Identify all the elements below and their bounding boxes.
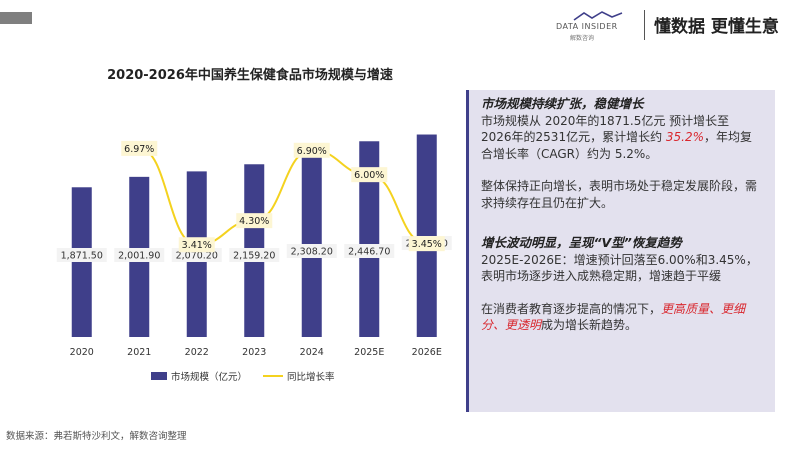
- market-size-chart: 2020-2026年中国养生保健食品市场规模与增速 1,871.50 2,001.…: [56, 67, 452, 383]
- bar-label-bg-2020: [56, 248, 107, 262]
- legend-line-label: 同比增长率: [287, 371, 335, 383]
- insight-heading-2: 增长波动明显，呈现“V型”恢复趋势: [481, 235, 682, 250]
- growth-label-2025E: 6.00%: [354, 170, 384, 181]
- growth-label-bg-2023: [236, 213, 273, 229]
- insight-paragraph-2: 整体保持正向增长，表明市场处于稳定发展阶段，需求持续存在且仍在扩大。: [481, 179, 758, 210]
- data-source-note: 数据来源：弗若斯特沙利文，解数咨询整理: [6, 431, 187, 442]
- growth-label-2022: 3.41%: [182, 240, 212, 251]
- insight-paragraph-3: 2025E-2026E：增速预计回落至6.00%和3.45%，表明市场逐步进入成…: [481, 252, 758, 284]
- p1-text-b: ，年均复合增长率（CAGR）约为 5.2%。: [481, 130, 753, 161]
- brand-header: DATA INSIDER 解数咨询 懂数据 更懂生意: [556, 8, 796, 44]
- growth-label-2026E: 3.45%: [412, 239, 442, 250]
- p1-highlight: 35.2%: [665, 130, 705, 144]
- bar-value-label-2021: 2,001.90: [118, 251, 160, 262]
- bar-label-bg-2023: [229, 248, 280, 262]
- insight-panel: 市场规模持续扩张，稳健增长 市场规模从 2020年的1871.5亿元 预计增长至…: [469, 90, 775, 412]
- x-tick-2020: 2020: [70, 347, 94, 358]
- growth-label-bg-2021: [121, 140, 158, 156]
- x-tick-2025E: 2025E: [354, 347, 384, 358]
- p4-text-b: 成为增长新趋势。: [541, 318, 638, 332]
- logo-text-en: DATA INSIDER: [556, 22, 618, 31]
- bar-label-bg-2021: [114, 248, 165, 262]
- bar-value-label-2020: 1,871.50: [61, 251, 103, 262]
- bar-label-bg-2025E: [344, 244, 395, 258]
- x-tick-2022: 2022: [185, 347, 209, 358]
- chart-title: 2020-2026年中国养生保健食品市场规模与增速: [107, 67, 393, 83]
- growth-line: [139, 147, 427, 246]
- bar-series: [71, 134, 437, 337]
- bar-2025E: [359, 141, 380, 337]
- growth-label-bg-2025E: [351, 167, 388, 183]
- insight-heading-1: 市场规模持续扩张，稳健增长: [481, 96, 644, 111]
- insight-paragraph-1: 市场规模从 2020年的1871.5亿元 预计增长至 2026年的2531亿元，…: [481, 113, 761, 163]
- growth-label-bg-2022: [178, 237, 215, 253]
- legend-bar-swatch: [151, 372, 167, 380]
- brand-divider: [644, 10, 645, 40]
- x-tick-2026E: 2026E: [412, 347, 442, 358]
- bar-value-label-2022: 2,070.20: [176, 251, 218, 262]
- logo-text-cn: 解数咨询: [570, 35, 595, 42]
- panel-accent-bar: [466, 90, 469, 412]
- bar-value-label-2023: 2,159.20: [233, 251, 275, 262]
- brand-slogan: 懂数据 更懂生意: [654, 17, 779, 37]
- x-tick-2024: 2024: [300, 347, 324, 358]
- chart-legend: 市场规模（亿元） 同比增长率: [151, 371, 335, 383]
- legend-bar-label: 市场规模（亿元）: [171, 371, 247, 383]
- insight-paragraph-4: 在消费者教育逐步提高的情况下，更高质量、更细分、更透明成为增长新趋势。: [481, 301, 761, 334]
- bar-value-label-2025E: 2,446.70: [348, 247, 390, 258]
- p4-text-a: 在消费者教育逐步提高的情况下，: [481, 301, 662, 316]
- growth-line-series: 6.97% 3.41% 4.30% 6.90% 6.00% 3.45%: [121, 140, 445, 253]
- growth-label-bg-2026E: [408, 236, 445, 252]
- x-axis-ticks: 2020 2021 2022 2023 2024 2025E 2026E: [70, 347, 442, 358]
- x-tick-2023: 2023: [242, 347, 266, 358]
- p1-text-a: 市场规模从 2020年的1871.5亿元 预计增长至 2026年的2531亿元，…: [481, 113, 730, 145]
- growth-label-bg-2024: [293, 142, 330, 158]
- growth-label-2021: 6.97%: [124, 144, 154, 155]
- corner-tag: [0, 12, 32, 24]
- x-tick-2021: 2021: [127, 347, 151, 358]
- bar-label-bg-2024: [286, 244, 337, 258]
- bar-value-label-2024: 2,308.20: [291, 247, 333, 258]
- data-insider-logo-icon: [573, 11, 623, 21]
- bar-2020: [71, 187, 92, 337]
- p4-highlight: 更高质量、更细分、更透明: [481, 301, 746, 333]
- growth-label-2024: 6.90%: [297, 146, 327, 157]
- growth-label-2023: 4.30%: [239, 216, 269, 227]
- bar-2026E: [416, 134, 437, 337]
